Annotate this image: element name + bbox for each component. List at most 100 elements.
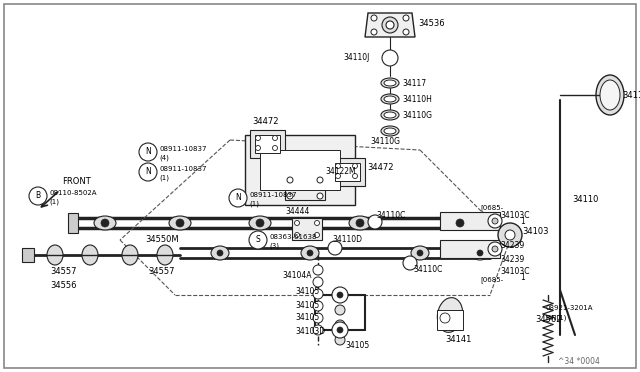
Ellipse shape <box>47 245 63 265</box>
Circle shape <box>313 289 323 299</box>
Circle shape <box>332 287 348 303</box>
Text: 34103C: 34103C <box>500 267 529 276</box>
Text: 34562: 34562 <box>535 315 561 324</box>
Bar <box>245 135 355 205</box>
Text: 34119: 34119 <box>622 90 640 99</box>
Circle shape <box>335 164 340 169</box>
Circle shape <box>337 292 343 298</box>
Text: 34105: 34105 <box>295 301 319 310</box>
Text: (1): (1) <box>49 199 59 205</box>
Circle shape <box>273 145 278 151</box>
Circle shape <box>313 277 323 287</box>
Circle shape <box>403 256 417 270</box>
Text: FRONT: FRONT <box>62 177 91 186</box>
Ellipse shape <box>384 96 396 102</box>
Ellipse shape <box>381 110 399 120</box>
Ellipse shape <box>596 75 624 115</box>
Text: 34110D: 34110D <box>332 235 362 244</box>
Text: 34103C: 34103C <box>500 212 529 221</box>
Bar <box>285 175 325 200</box>
Circle shape <box>317 177 323 183</box>
Bar <box>330 158 365 186</box>
Circle shape <box>313 313 323 323</box>
Text: 08911-10837: 08911-10837 <box>159 166 207 172</box>
Text: 34472: 34472 <box>367 164 394 173</box>
Text: 34105: 34105 <box>345 340 369 350</box>
Text: 1: 1 <box>520 273 525 282</box>
Ellipse shape <box>437 298 463 332</box>
Ellipse shape <box>122 245 138 265</box>
Circle shape <box>256 219 264 227</box>
Circle shape <box>353 173 358 179</box>
Circle shape <box>249 231 267 249</box>
Circle shape <box>255 145 260 151</box>
Text: 34103: 34103 <box>522 228 548 237</box>
Bar <box>255 135 280 153</box>
Bar <box>68 213 78 233</box>
Ellipse shape <box>249 216 271 230</box>
Circle shape <box>314 232 319 237</box>
Circle shape <box>371 15 377 21</box>
Circle shape <box>356 219 364 227</box>
Text: 34103D: 34103D <box>295 327 325 336</box>
Circle shape <box>386 21 394 29</box>
Text: 08911-10837: 08911-10837 <box>159 146 207 152</box>
Circle shape <box>417 250 423 256</box>
Circle shape <box>337 327 343 333</box>
Text: 34110G: 34110G <box>370 137 400 145</box>
Circle shape <box>505 230 515 240</box>
Bar <box>437 310 463 330</box>
Circle shape <box>332 322 348 338</box>
Circle shape <box>498 223 522 247</box>
Ellipse shape <box>82 245 98 265</box>
Circle shape <box>217 250 223 256</box>
Bar <box>260 150 340 190</box>
Text: 34110H: 34110H <box>402 94 432 103</box>
Bar <box>292 218 322 240</box>
Circle shape <box>403 15 409 21</box>
Text: ^34 *0004: ^34 *0004 <box>558 357 600 366</box>
Circle shape <box>353 164 358 169</box>
Text: 34110J: 34110J <box>344 54 370 62</box>
Text: N: N <box>145 167 151 176</box>
Ellipse shape <box>600 80 620 110</box>
Circle shape <box>492 246 498 252</box>
Circle shape <box>382 50 398 66</box>
Circle shape <box>139 143 157 161</box>
Ellipse shape <box>349 216 371 230</box>
Circle shape <box>371 29 377 35</box>
Text: 34110C: 34110C <box>376 211 405 219</box>
Text: [0685-: [0685- <box>480 277 503 283</box>
Text: 34556: 34556 <box>50 280 77 289</box>
Circle shape <box>488 242 502 256</box>
Bar <box>250 130 285 158</box>
Text: 34105: 34105 <box>295 288 319 296</box>
Circle shape <box>335 320 345 330</box>
Text: 34141: 34141 <box>445 336 472 344</box>
Circle shape <box>273 135 278 141</box>
Circle shape <box>294 221 300 225</box>
Text: B: B <box>35 192 40 201</box>
Text: 08921-3201A: 08921-3201A <box>545 305 593 311</box>
Text: (1): (1) <box>159 175 169 181</box>
Text: 34110G: 34110G <box>402 110 432 119</box>
Circle shape <box>307 250 313 256</box>
Ellipse shape <box>411 246 429 260</box>
Text: N: N <box>235 193 241 202</box>
Ellipse shape <box>301 246 319 260</box>
Text: 34110: 34110 <box>572 196 598 205</box>
Circle shape <box>317 193 323 199</box>
Circle shape <box>382 17 398 33</box>
Text: 34110C: 34110C <box>413 266 442 275</box>
Circle shape <box>403 29 409 35</box>
Circle shape <box>313 301 323 311</box>
Circle shape <box>313 265 323 275</box>
Circle shape <box>29 187 47 205</box>
Ellipse shape <box>381 78 399 88</box>
Text: 34557: 34557 <box>50 267 77 276</box>
Ellipse shape <box>384 80 396 86</box>
Ellipse shape <box>384 112 396 118</box>
Circle shape <box>488 214 502 228</box>
Text: 34536: 34536 <box>418 19 445 28</box>
Text: (1): (1) <box>249 201 259 207</box>
